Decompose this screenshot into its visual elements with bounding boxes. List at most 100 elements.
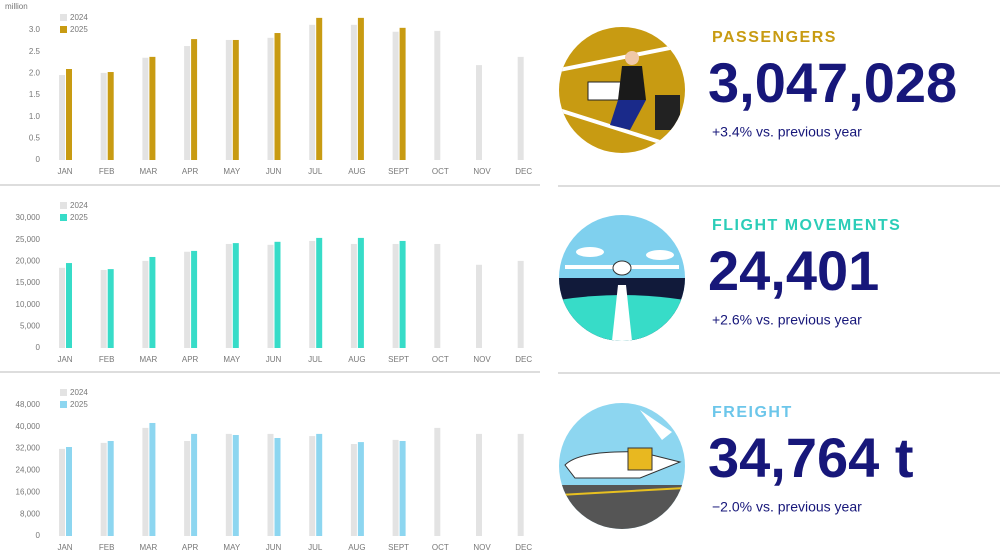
kpi-title: FLIGHT MOVEMENTS [712,217,901,234]
x-tick-label: SEPT [388,167,409,176]
x-tick-label: AUG [348,355,365,364]
bar [225,243,232,348]
bar [357,237,364,348]
bar [232,243,239,348]
bar [357,17,364,160]
bar [59,448,65,536]
y-tick-label: 1.5 [29,90,41,99]
bar [350,243,357,348]
x-tick-label: JAN [57,355,72,364]
x-tick-label: JUN [266,167,282,176]
legend-label: 2025 [70,400,88,409]
x-tick-label: NOV [473,355,491,364]
bar [316,17,323,160]
y-tick-label: 1.0 [29,112,41,121]
y-tick-label: 0 [36,531,41,540]
legend-swatch [60,401,67,408]
y-tick-label: 0 [36,155,41,164]
bar [191,250,198,348]
bar [399,240,406,348]
y-tick-label: 8,000 [20,509,41,518]
bar [517,56,524,160]
x-tick-label: DEC [515,167,532,176]
x-tick-label: AUG [348,543,365,552]
x-tick-label: NOV [473,167,491,176]
x-tick-label: MAR [140,167,158,176]
y-tick-label: 40,000 [16,422,41,431]
bar [149,256,156,348]
x-tick-label: JUL [308,167,323,176]
y-tick-label: 25,000 [16,235,41,244]
bar [309,436,316,536]
passenger-illustration [559,27,685,153]
kpi-title: PASSENGERS [712,29,837,46]
y-axis-label: million [5,2,28,11]
bar [274,33,281,160]
x-tick-label: OCT [432,167,449,176]
x-tick-label: OCT [432,355,449,364]
x-tick-label: AUG [348,167,365,176]
bar [350,443,357,536]
y-tick-label: 0 [36,343,41,352]
legend-swatch [60,202,67,209]
flight-illustration [559,215,685,341]
kpi-change: −2.0% vs. previous year [712,499,862,515]
x-tick-label: APR [182,543,199,552]
bar [476,433,482,536]
bar [392,439,399,536]
x-tick-label: NOV [473,543,491,552]
y-tick-label: 0.5 [29,133,41,142]
kpi-value: 24,401 [708,239,879,302]
x-tick-label: JUN [266,355,282,364]
bar [517,433,524,536]
bar [309,24,316,160]
x-tick-label: MAR [140,355,158,364]
y-tick-label: 32,000 [16,444,41,453]
bar [59,75,65,160]
freight-illustration [559,403,685,529]
bar [66,69,72,160]
bar [149,422,156,536]
y-tick-label: 24,000 [16,466,41,475]
bar [357,442,364,536]
bar [476,65,482,160]
legend-swatch [60,14,67,21]
x-tick-label: FEB [99,355,115,364]
bar [191,433,198,536]
bar [267,244,274,348]
bar [66,263,72,348]
kpi-value: 34,764 t [708,426,914,489]
bar [59,267,65,348]
x-tick-label: JUL [308,355,323,364]
bar [476,264,482,348]
bar [66,447,72,536]
x-tick-label: MAY [223,167,240,176]
bar [316,433,323,536]
bar [399,440,406,536]
x-tick-label: JAN [57,167,72,176]
kpi-value: 3,047,028 [708,51,957,114]
bar [232,39,239,160]
bar [274,437,281,536]
bar [107,440,114,536]
bar [184,251,191,348]
kpi-change: +3.4% vs. previous year [712,124,862,140]
bar [142,427,149,536]
bar [434,243,441,348]
legend-swatch [60,26,67,33]
y-tick-label: 3.0 [29,25,41,34]
y-tick-label: 2.5 [29,47,41,56]
bar [225,433,232,536]
bar [100,442,107,536]
x-tick-label: SEPT [388,543,409,552]
bar [184,440,191,536]
bar [267,433,274,536]
legend-label: 2025 [70,25,88,34]
x-tick-label: FEB [99,167,115,176]
x-tick-label: JUN [266,543,282,552]
x-tick-label: MAY [223,543,240,552]
y-tick-label: 48,000 [16,400,41,409]
x-tick-label: FEB [99,543,115,552]
